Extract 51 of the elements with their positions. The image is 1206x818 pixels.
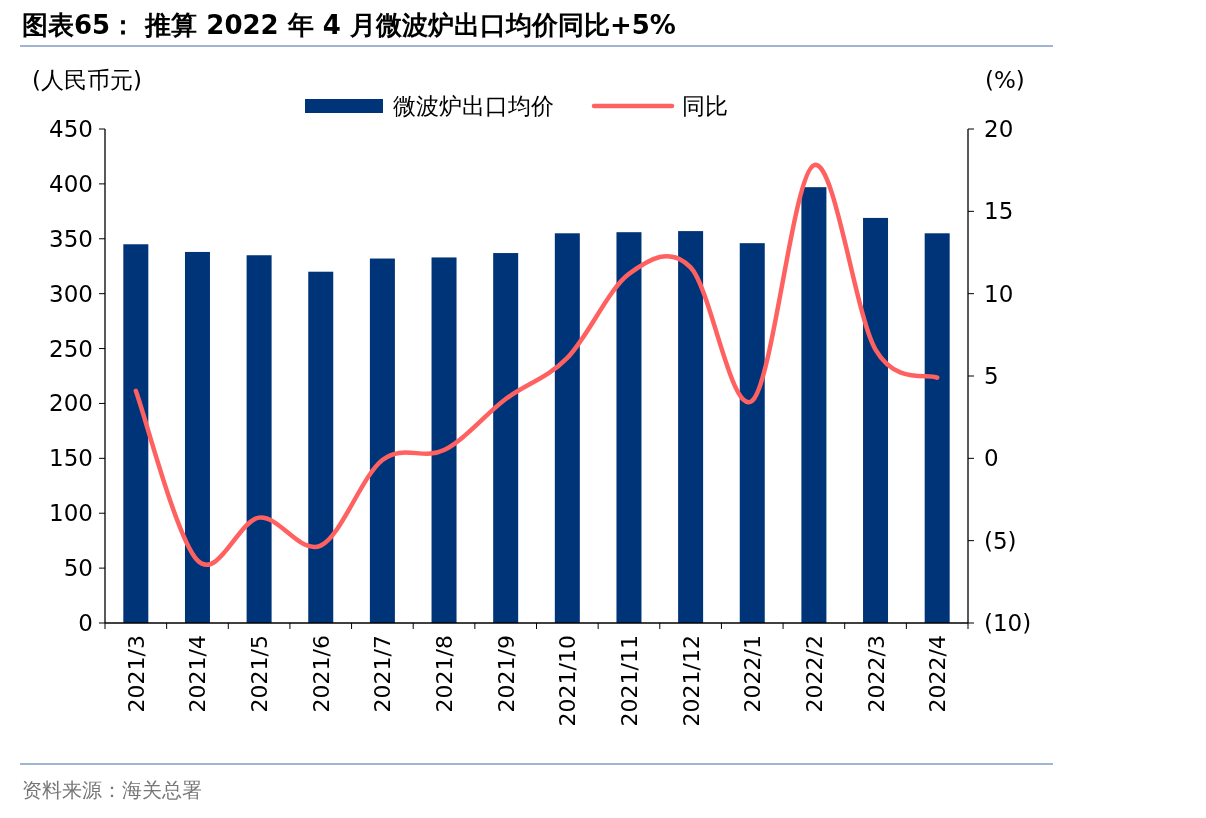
text: 资料来源：海关总署 — [22, 778, 202, 802]
y-tick-label: 250 — [49, 335, 93, 362]
y2-tick-label: 10 — [984, 280, 1014, 307]
y2-axis-title: (%) — [985, 67, 1025, 93]
bar — [616, 232, 642, 623]
bar — [369, 258, 395, 623]
x-tick-label: 2021/7 — [370, 635, 396, 713]
legend-label: 同比 — [682, 93, 728, 119]
y-tick-label: 450 — [49, 116, 93, 142]
bar — [308, 271, 334, 623]
x-tick-label: 2021/3 — [123, 635, 149, 713]
x-tick-label: 2021/12 — [678, 635, 704, 727]
x-tick-label: 2021/11 — [616, 635, 642, 727]
bar — [678, 231, 704, 623]
x-tick-label: 2022/2 — [801, 635, 827, 713]
y2-tick-label: 15 — [984, 198, 1014, 225]
y2-tick-label: (10) — [984, 610, 1032, 636]
y-tick-label: 200 — [49, 390, 93, 417]
x-tick-label: 2021/5 — [247, 635, 273, 713]
bar — [123, 244, 149, 623]
y2-tick-label: 5 — [984, 363, 999, 389]
x-tick-label: 2022/3 — [863, 635, 889, 713]
y2-tick-label: (5) — [984, 527, 1017, 554]
x-tick-label: 2021/8 — [432, 635, 458, 713]
y-tick-label: 300 — [49, 280, 93, 307]
y-tick-label: 400 — [49, 170, 93, 197]
x-tick-label: 2022/4 — [925, 635, 951, 713]
bar — [246, 255, 272, 623]
bar — [493, 253, 519, 623]
bar — [739, 243, 765, 623]
y2-tick-label: 20 — [984, 116, 1014, 142]
bar — [924, 233, 950, 623]
x-tick-label: 2021/10 — [555, 635, 581, 727]
y-tick-label: 100 — [49, 500, 93, 527]
chart-title: 图表65： 推算 2022 年 4 月微波炉出口均价同比+5% — [22, 10, 676, 40]
x-tick-label: 2021/9 — [493, 635, 519, 713]
bar — [554, 233, 580, 623]
legend-label: 微波炉出口均价 — [393, 93, 554, 119]
y-tick-label: 150 — [49, 445, 93, 472]
y-tick-label: 350 — [49, 225, 93, 252]
x-tick-label: 2021/4 — [185, 635, 211, 713]
y-axis-title: (人民币元) — [32, 67, 142, 93]
y-tick-label: 50 — [63, 555, 93, 582]
y2-tick-label: 0 — [984, 445, 999, 472]
bar — [863, 217, 889, 623]
bar — [431, 257, 457, 623]
bar — [801, 187, 827, 623]
x-tick-label: 2022/1 — [740, 635, 766, 713]
bar — [184, 251, 210, 623]
x-tick-label: 2021/6 — [308, 635, 334, 713]
y-tick-label: 0 — [78, 610, 93, 636]
